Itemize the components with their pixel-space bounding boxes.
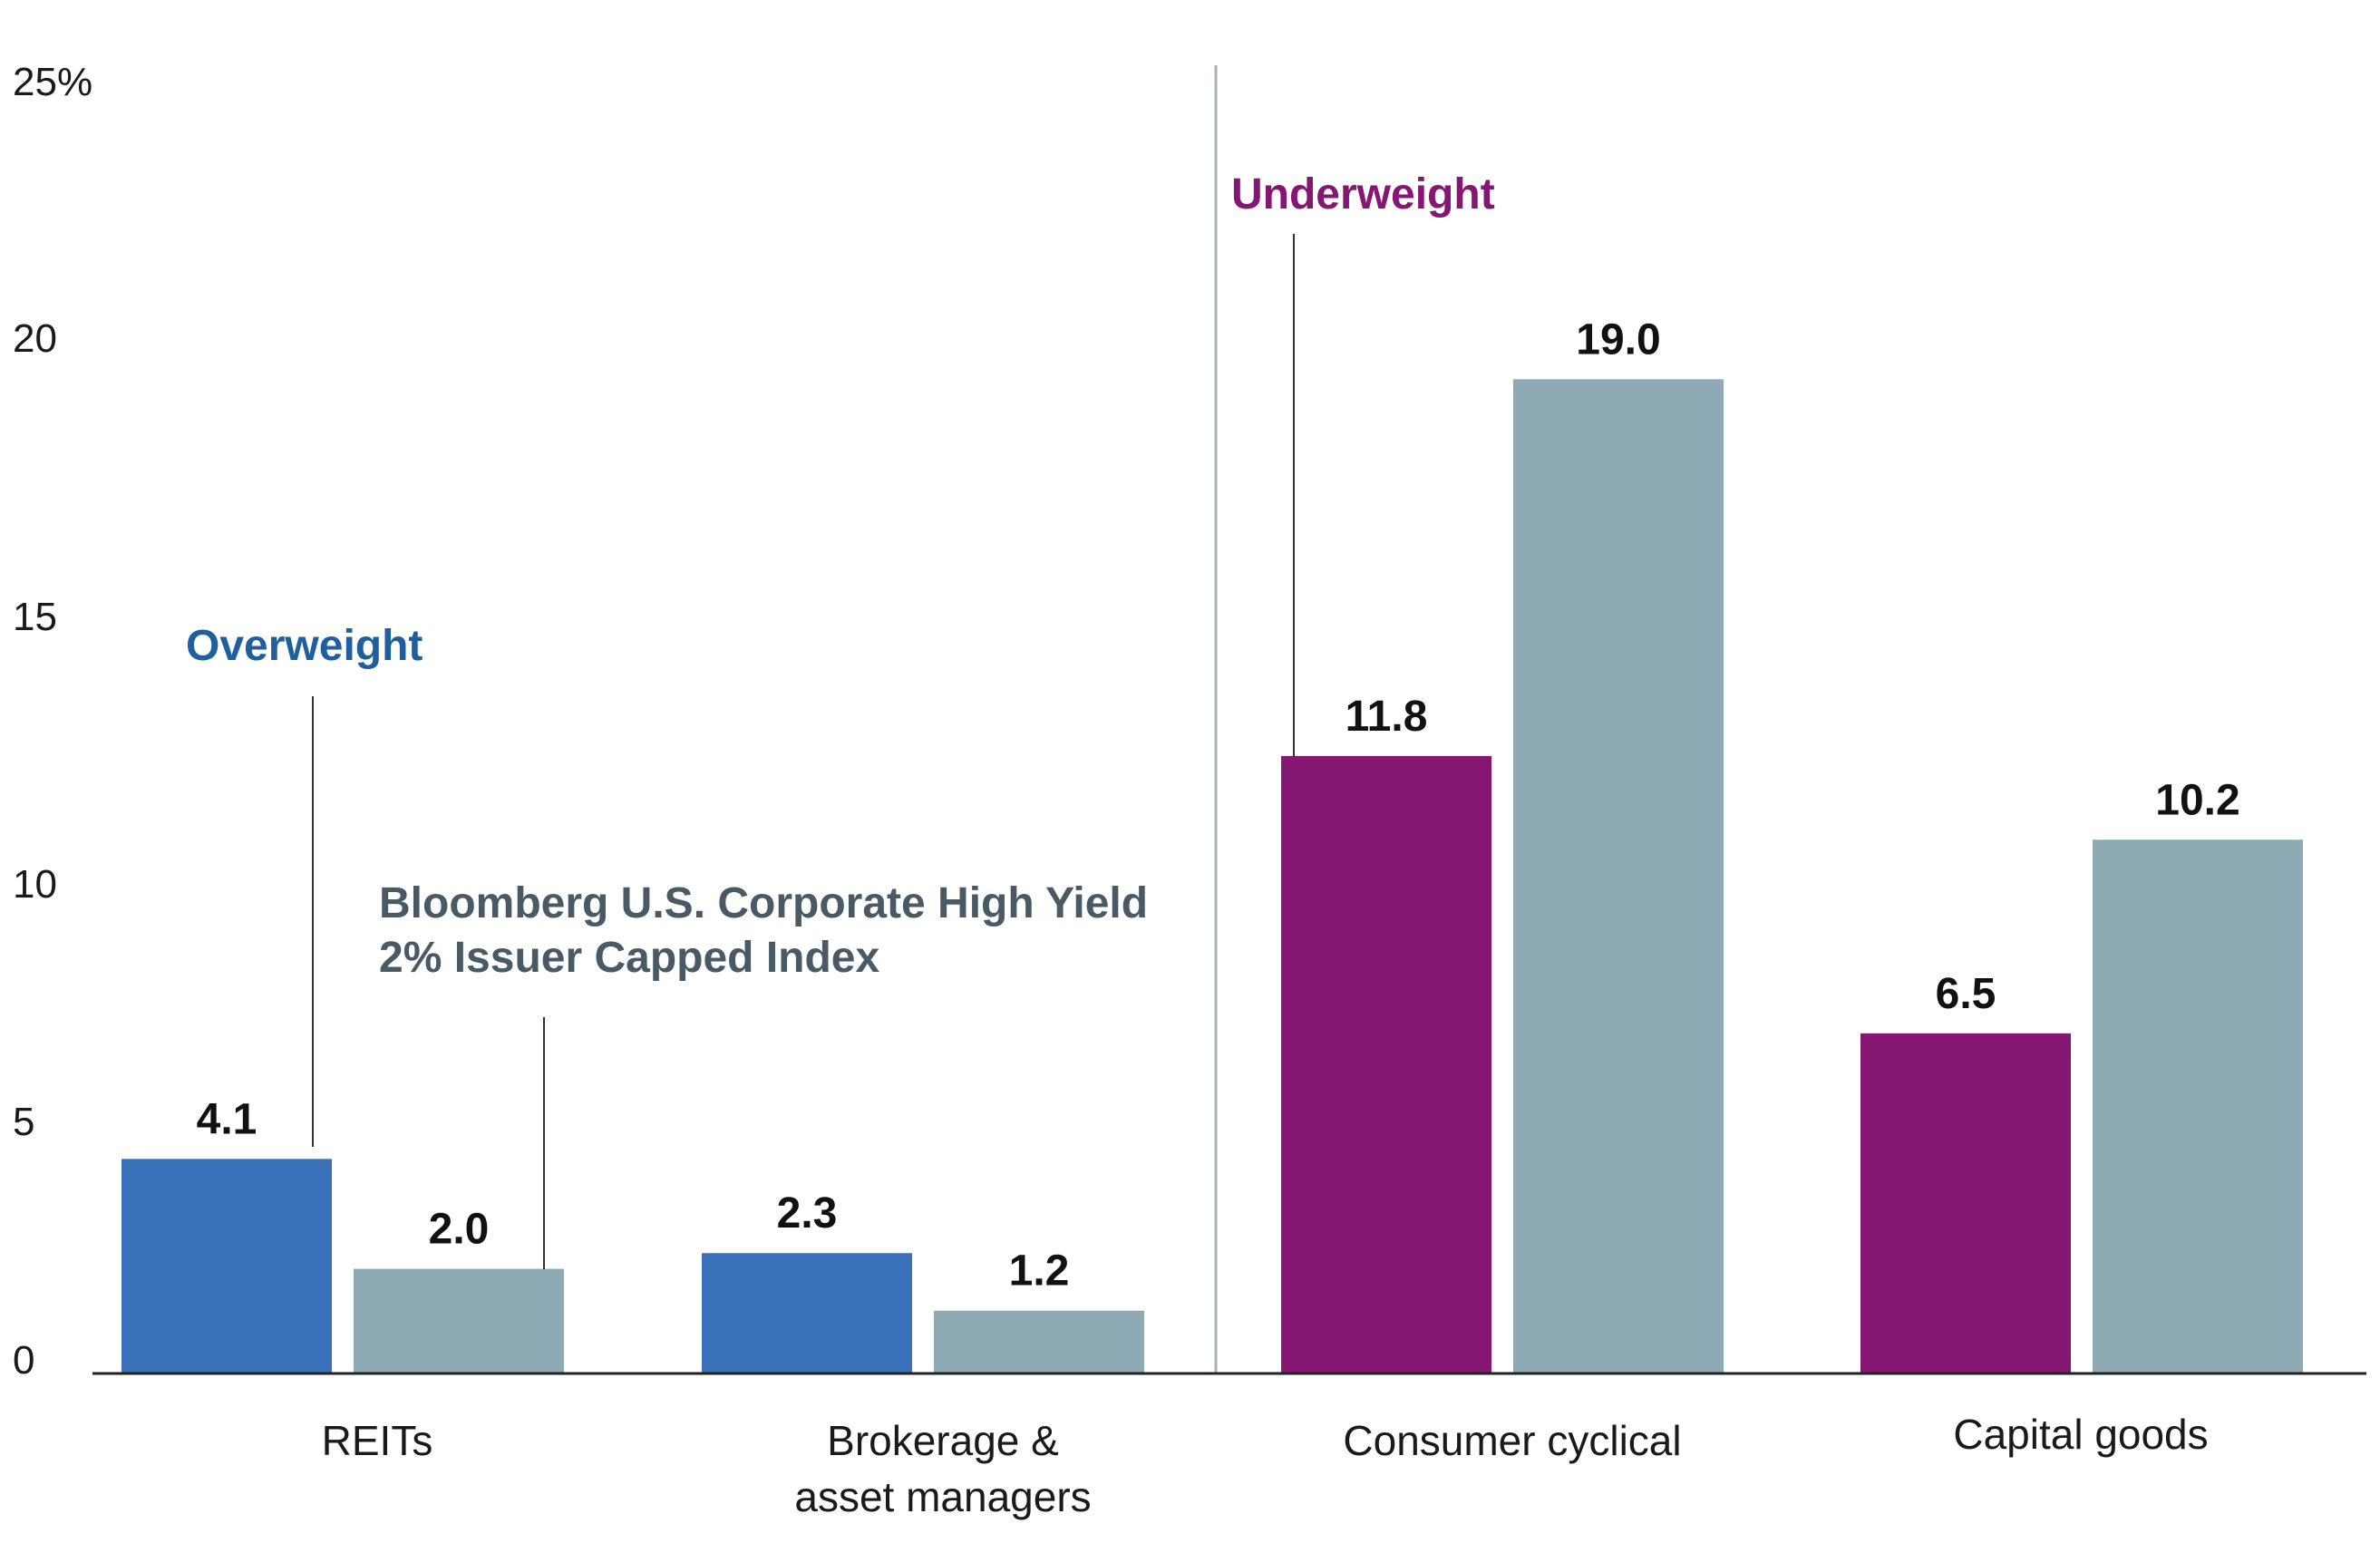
data-label: 2.3: [777, 1189, 838, 1237]
index-annotation-line-2: 2% Issuer Capped Index: [379, 934, 879, 982]
category-label: Brokerage &: [827, 1417, 1059, 1464]
category-labels: REITs Brokerage & asset managers Consumer c…: [322, 1411, 2209, 1520]
bars: [121, 379, 2303, 1373]
y-tick-label: 25%: [13, 60, 92, 104]
bar: [2093, 839, 2303, 1373]
y-tick-label: 15: [13, 595, 57, 639]
data-label: 19.0: [1576, 315, 1660, 364]
category-label: Consumer cyclical: [1343, 1417, 1681, 1464]
category-label: Capital goods: [1953, 1411, 2208, 1458]
bar: [1860, 1033, 2071, 1373]
value-labels: 4.1 2.0 2.3 1.2 11.8 19.0 6.5 10.2: [197, 315, 2240, 1295]
data-label: 11.8: [1345, 693, 1428, 741]
y-tick-label: 5: [13, 1100, 34, 1144]
data-label: 2.0: [429, 1206, 490, 1254]
annotations: Overweight Underweight Bloomberg U.S. Co…: [186, 170, 1495, 1269]
y-axis-ticks: 0 5 10 15 20 25%: [13, 60, 92, 1383]
bar: [702, 1253, 912, 1373]
bar: [121, 1159, 332, 1373]
data-label: 10.2: [2155, 776, 2239, 824]
bar: [354, 1268, 564, 1373]
underweight-annotation: Underweight: [1231, 170, 1495, 218]
y-tick-label: 20: [13, 316, 57, 361]
category-label: asset managers: [794, 1473, 1091, 1520]
bar: [1281, 755, 1491, 1373]
data-label: 6.5: [1936, 970, 1996, 1018]
overweight-annotation: Overweight: [186, 622, 423, 670]
index-annotation-line-1: Bloomberg U.S. Corporate High Yield: [379, 879, 1148, 927]
y-tick-label: 0: [13, 1338, 34, 1383]
category-label: REITs: [322, 1417, 433, 1464]
bar: [934, 1310, 1144, 1373]
data-label: 4.1: [197, 1095, 257, 1143]
data-label: 1.2: [1009, 1247, 1070, 1296]
y-tick-label: 10: [13, 862, 57, 907]
bar: [1513, 379, 1724, 1373]
